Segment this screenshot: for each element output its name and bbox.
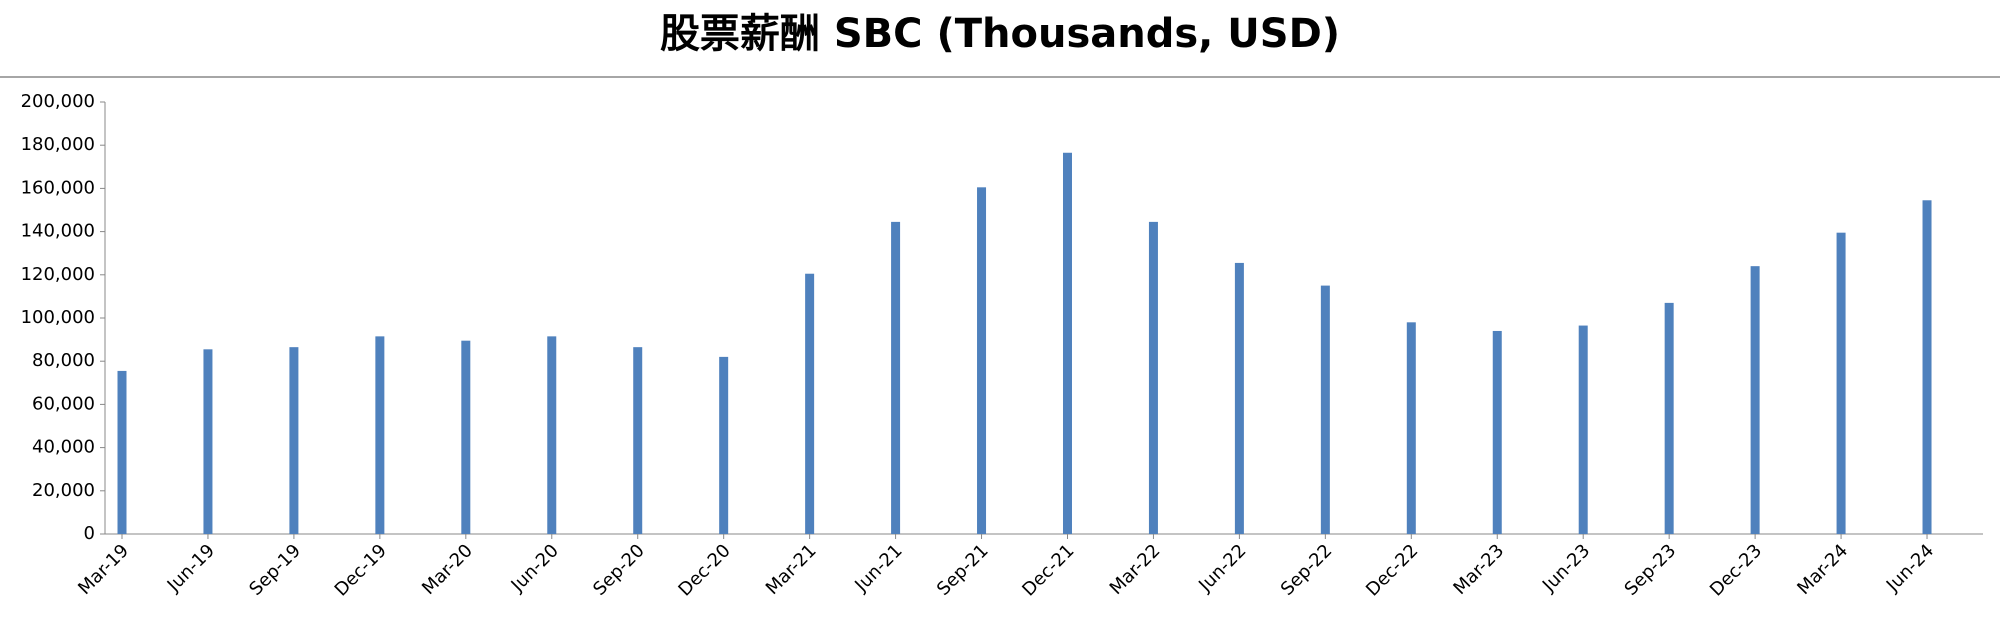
y-tick-label: 100,000 (21, 307, 95, 328)
y-tick-label: 40,000 (32, 437, 95, 458)
y-tick-label: 160,000 (21, 177, 95, 198)
x-tick-label: Jun-23 (1538, 540, 1594, 596)
bar (1320, 285, 1330, 534)
x-tick-label: Sep-23 (1621, 540, 1681, 600)
bar (1664, 302, 1674, 534)
y-tick-label: 140,000 (21, 221, 95, 242)
y-tick-label: 20,000 (32, 480, 95, 501)
y-tick-label: 60,000 (32, 393, 95, 414)
bar (289, 347, 299, 534)
y-tick-label: 200,000 (21, 91, 95, 112)
bar (805, 273, 815, 534)
x-tick-label: Dec-22 (1362, 540, 1422, 600)
bar (1836, 232, 1846, 534)
bar (1234, 262, 1244, 534)
bar (547, 336, 557, 534)
x-tick-label: Jun-19 (163, 540, 219, 596)
bar (117, 370, 127, 534)
bar (891, 221, 901, 534)
x-tick-label: Jun-22 (1194, 540, 1250, 596)
bar (375, 336, 385, 534)
x-tick-label: Sep-20 (589, 540, 649, 600)
x-tick-label: Sep-22 (1277, 540, 1337, 600)
x-tick-label: Dec-21 (1018, 540, 1078, 600)
bar (461, 340, 471, 534)
bar (1578, 325, 1588, 534)
y-tick-label: 0 (84, 523, 95, 544)
x-tick-label: Sep-21 (933, 540, 993, 600)
bar (1148, 221, 1158, 534)
y-tick-label: 120,000 (21, 264, 95, 285)
y-tick-label: 180,000 (21, 134, 95, 155)
x-tick-label: Jun-21 (850, 540, 906, 596)
y-tick-label: 80,000 (32, 350, 95, 371)
bar (977, 187, 987, 534)
x-tick-label: Mar-21 (762, 540, 821, 599)
x-tick-label: Dec-23 (1706, 540, 1766, 600)
bar (1062, 152, 1072, 534)
x-tick-label: Mar-24 (1793, 540, 1852, 599)
x-tick-label: Sep-19 (245, 540, 305, 600)
bar (1922, 200, 1932, 534)
x-tick-label: Jun-24 (1882, 540, 1938, 596)
bar (1406, 322, 1416, 534)
x-tick-label: Jun-20 (507, 540, 563, 596)
chart-title: 股票薪酬 SBC (Thousands, USD) (660, 11, 1340, 57)
x-tick-label: Mar-20 (418, 540, 477, 599)
bar (1750, 266, 1760, 534)
x-tick-label: Dec-20 (674, 540, 734, 600)
x-tick-label: Dec-19 (331, 540, 391, 600)
x-tick-label: Mar-23 (1449, 540, 1508, 599)
bar (719, 356, 729, 534)
bar (203, 349, 213, 534)
x-tick-label: Mar-22 (1106, 540, 1165, 599)
bar (633, 347, 643, 534)
x-tick-label: Mar-19 (74, 540, 133, 599)
bar (1492, 330, 1502, 534)
